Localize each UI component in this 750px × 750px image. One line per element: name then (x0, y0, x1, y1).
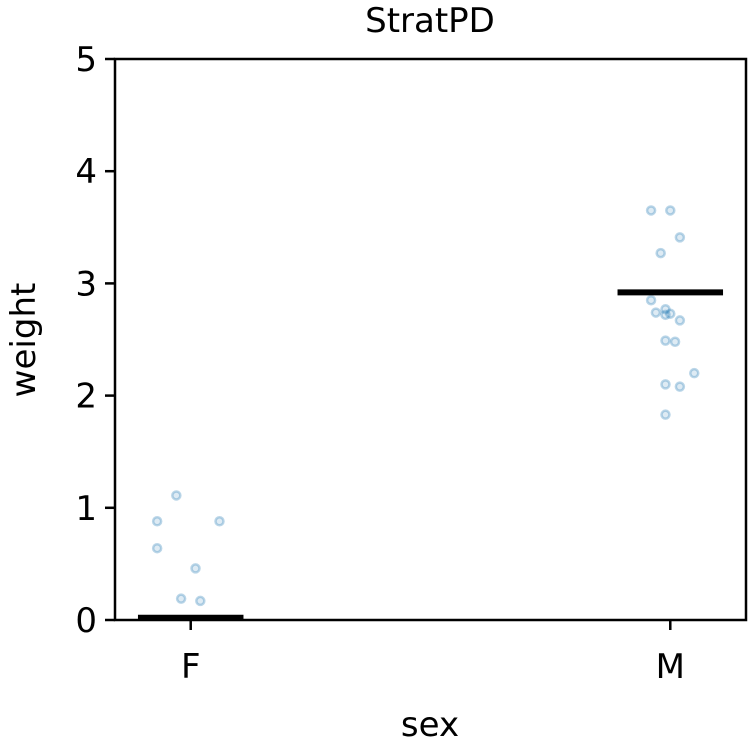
x-tick-label: M (656, 647, 685, 687)
data-point (151, 516, 163, 527)
data-point (175, 593, 187, 604)
chart-title: StratPD (365, 1, 495, 41)
data-point (645, 294, 657, 306)
data-point (171, 490, 182, 501)
data-point (655, 247, 666, 259)
data-point (660, 309, 671, 321)
data-point (151, 542, 163, 554)
y-tick-label: 1 (75, 489, 97, 529)
y-axis-label: weight (4, 283, 44, 398)
data-point (669, 336, 681, 347)
y-tick-label: 5 (75, 40, 97, 80)
y-tick-label: 3 (75, 264, 97, 304)
data-point (665, 205, 676, 216)
data-point (645, 205, 657, 216)
y-tick-label: 4 (75, 152, 97, 192)
data-point (214, 516, 225, 527)
data-point (665, 308, 676, 319)
y-tick-label: 0 (75, 601, 97, 641)
x-axis-label: sex (401, 705, 459, 745)
data-point (674, 381, 686, 392)
data-point (674, 232, 686, 243)
axis-ticks: 0 1 2 3 4 5 F M (75, 40, 685, 687)
data-point (650, 307, 662, 318)
data-points (151, 205, 700, 607)
data-point (660, 409, 671, 420)
data-point (660, 303, 671, 315)
data-point (689, 367, 700, 379)
y-tick-label: 2 (75, 377, 97, 417)
data-point (660, 379, 671, 390)
data-point (674, 315, 686, 326)
x-tick-label: F (181, 647, 201, 687)
mean-lines (137, 289, 724, 621)
plot-frame (113, 57, 748, 622)
data-point (190, 563, 201, 574)
data-point (660, 335, 671, 346)
data-point (195, 595, 206, 607)
